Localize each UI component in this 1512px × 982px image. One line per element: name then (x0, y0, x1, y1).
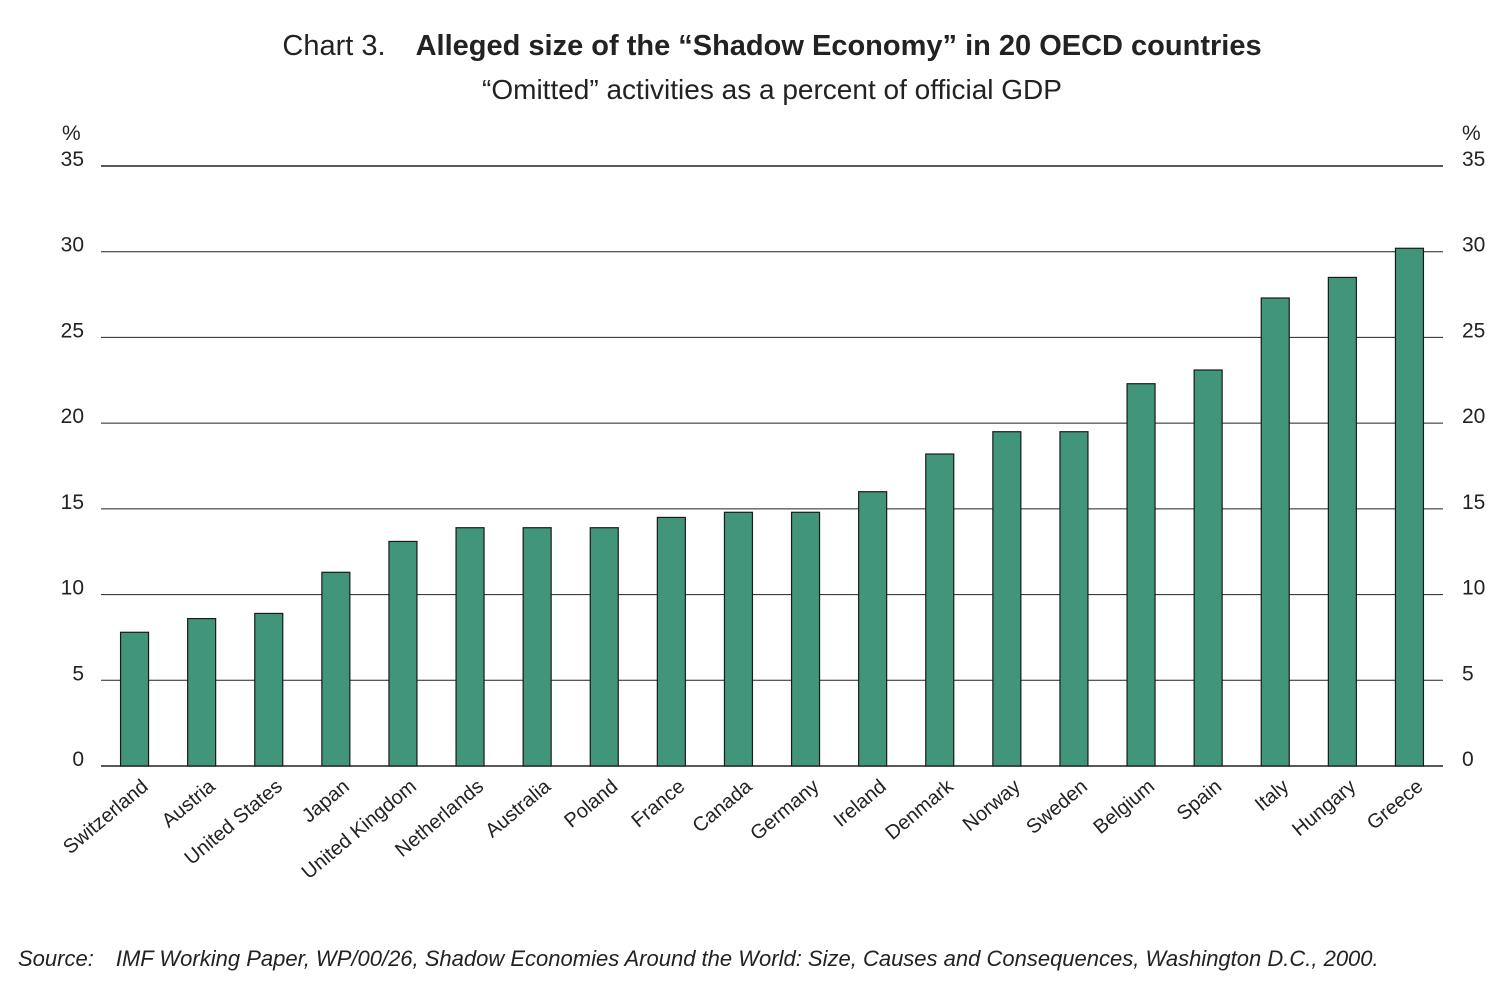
y-tick-label-right: 5 (1462, 662, 1474, 685)
bar-sweden (1059, 431, 1089, 767)
bar-poland (589, 527, 619, 767)
chart-number: Chart 3. (282, 30, 386, 62)
y-tick-label-left: 30 (61, 234, 84, 257)
x-tick-label-france: France (627, 775, 689, 832)
x-tick-label-switzerland: Switzerland (59, 775, 152, 858)
x-tick-label-greece: Greece (1363, 775, 1427, 834)
y-tick-label-left: 25 (61, 319, 84, 342)
y-axis-right: 0 5 10 15 20 25 30 35 (1462, 148, 1485, 771)
y-tick-label-left: 10 (61, 577, 84, 600)
x-tick-label-hungary: Hungary (1288, 775, 1360, 840)
bar-italy (1260, 297, 1290, 767)
y-tick-label-left: 35 (61, 148, 84, 171)
bar-hungary (1327, 276, 1357, 767)
x-tick-label-denmark: Denmark (881, 775, 958, 845)
bar-austria (187, 617, 217, 767)
bar-norway (992, 431, 1022, 767)
x-tick-label-sweden: Sweden (1022, 775, 1092, 838)
x-tick-label-belgium: Belgium (1090, 775, 1160, 838)
source-text: IMF Working Paper, WP/00/26, Shadow Econ… (115, 946, 1379, 971)
bar-denmark (925, 453, 955, 767)
y-tick-label-right: 30 (1462, 234, 1485, 257)
bars (119, 247, 1425, 767)
y-tick-label-right: 25 (1462, 319, 1485, 342)
y-tick-label-left: 5 (72, 662, 84, 685)
x-tick-label-germany: Germany (746, 775, 823, 845)
bar-canada (723, 511, 754, 767)
chart-title-text: Alleged size of the “Shadow Economy” in … (415, 30, 1262, 62)
y-tick-label-right: 15 (1462, 491, 1485, 514)
source-note: Source: IMF Working Paper, WP/00/26, Shad… (18, 946, 1379, 972)
x-tick-label-japan: Japan (298, 775, 354, 827)
bar-australia (522, 527, 552, 767)
x-tick-label-norway: Norway (959, 775, 1025, 835)
y-tick-label-right: 20 (1462, 405, 1485, 428)
bar-germany (790, 511, 821, 767)
bar-netherlands (455, 527, 485, 767)
bar-ireland (858, 491, 888, 767)
source-label: Source: (18, 946, 94, 971)
y-axis-unit-right: % (1462, 122, 1481, 145)
x-tick-label-poland: Poland (560, 775, 622, 832)
x-tick-label-spain: Spain (1173, 775, 1226, 825)
bar-switzerland (119, 631, 150, 767)
bar-spain (1193, 369, 1223, 767)
bar-france (656, 516, 686, 767)
y-tick-label-right: 10 (1462, 577, 1485, 600)
x-tick-label-australia: Australia (481, 775, 555, 842)
y-tick-label-left: 20 (61, 405, 84, 428)
y-tick-label-right: 0 (1462, 748, 1474, 771)
y-tick-label-left: 15 (61, 491, 84, 514)
y-axis-left: 0 5 10 15 20 25 30 35 (61, 148, 84, 771)
x-tick-label-austria: Austria (158, 775, 220, 832)
y-tick-label-left: 0 (72, 748, 84, 771)
bar-united-kingdom (388, 540, 418, 767)
y-axis-unit-left: % (62, 122, 81, 145)
chart-title: Chart 3. Alleged size of the “Shadow Econ… (0, 30, 1512, 63)
chart-subtitle: “Omitted” activities as a percent of off… (482, 74, 1062, 105)
bar-japan (321, 571, 351, 767)
gridlines (101, 165, 1443, 767)
x-tick-label-ireland: Ireland (830, 775, 891, 831)
bar-greece (1394, 247, 1425, 767)
x-tick-label-united-kingdom: United Kingdom (298, 775, 421, 883)
y-tick-label-right: 35 (1462, 148, 1485, 171)
x-tick-label-italy: Italy (1251, 775, 1293, 815)
bar-united-states (254, 612, 284, 767)
bar-belgium (1126, 383, 1156, 767)
